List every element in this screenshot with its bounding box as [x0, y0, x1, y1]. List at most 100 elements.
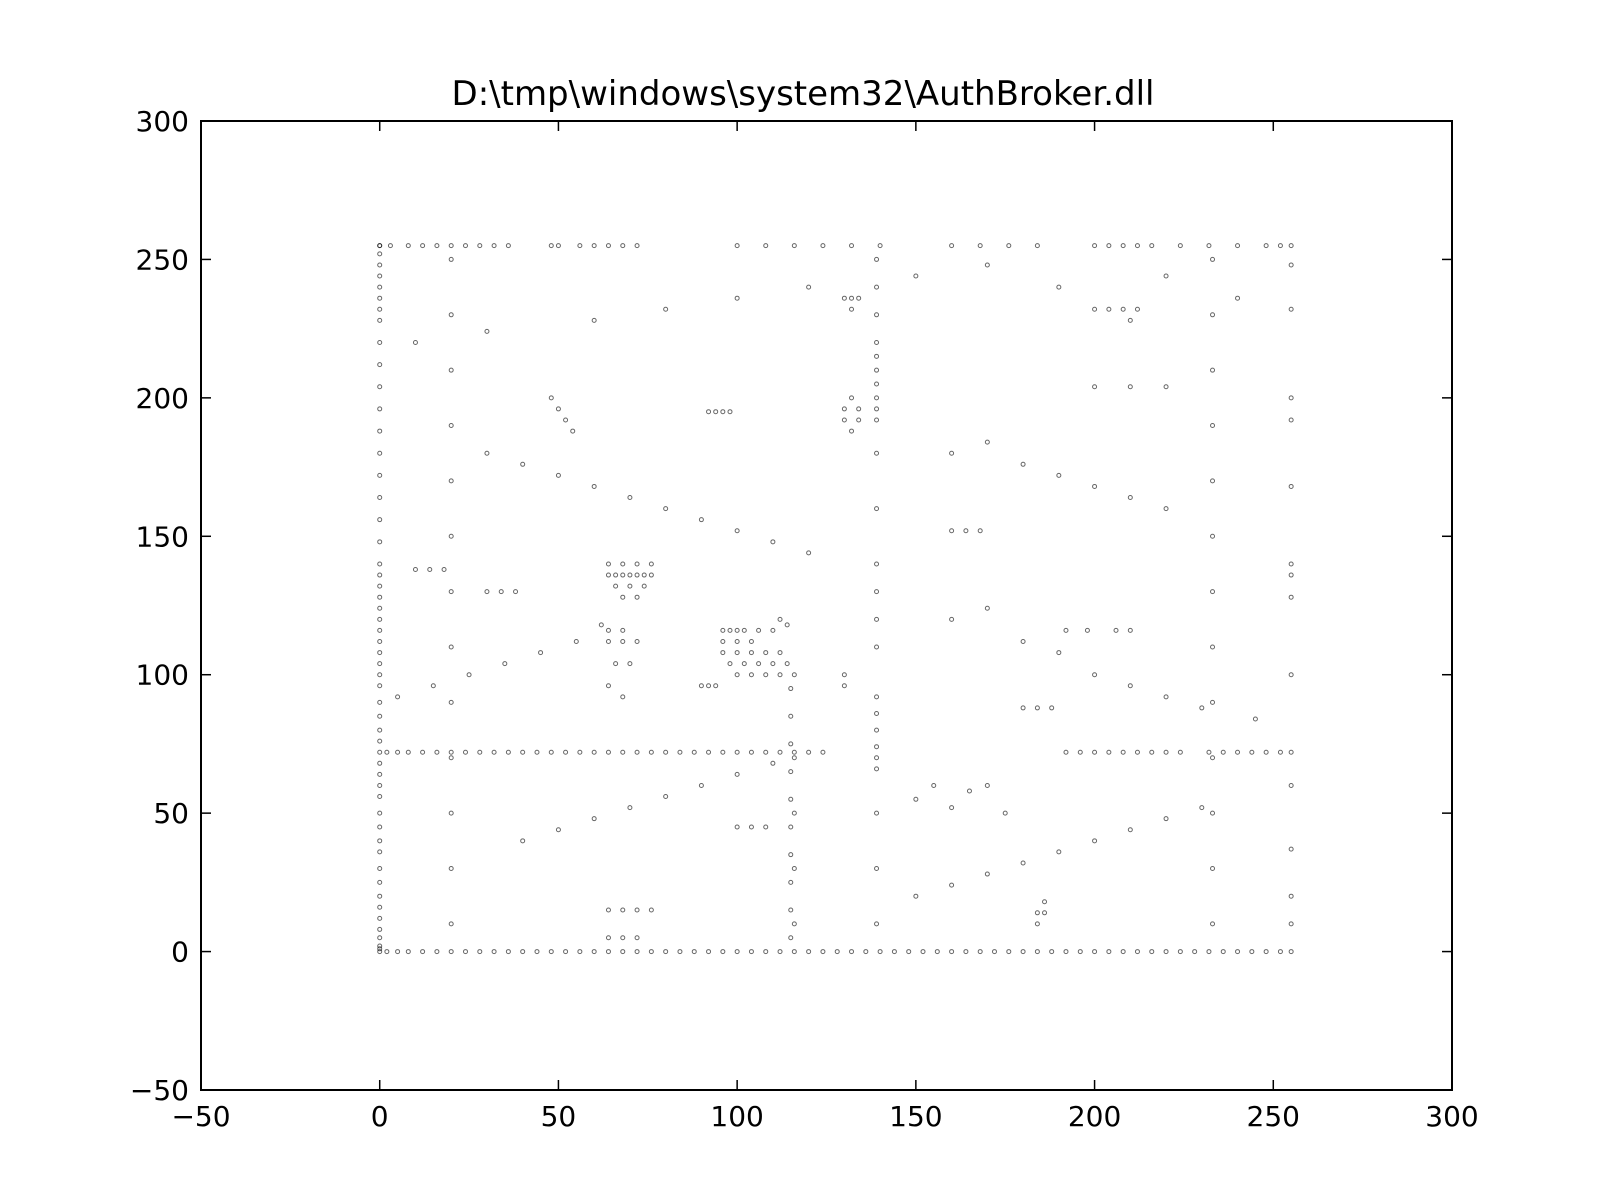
scatter-point — [663, 506, 669, 512]
scatter-point — [748, 638, 754, 644]
scatter-point — [963, 528, 969, 534]
scatter-point — [434, 949, 440, 955]
scatter-point — [874, 727, 880, 733]
scatter-point — [1134, 749, 1140, 755]
scatter-point — [949, 528, 955, 534]
scatter-point — [441, 567, 447, 573]
scatter-point — [420, 949, 426, 955]
scatter-point — [984, 605, 990, 611]
scatter-point — [477, 949, 483, 955]
scatter-point — [1288, 572, 1294, 578]
scatter-point — [1020, 638, 1026, 644]
scatter-point — [1288, 483, 1294, 489]
scatter-point — [913, 273, 919, 279]
scatter-point — [706, 409, 712, 415]
scatter-point — [874, 339, 880, 345]
scatter-point — [1149, 749, 1155, 755]
scatter-point — [605, 683, 611, 689]
scatter-point — [377, 904, 383, 910]
scatter-point — [763, 749, 769, 755]
scatter-point — [1163, 949, 1169, 955]
scatter-point — [788, 824, 794, 830]
scatter-point — [1049, 949, 1055, 955]
scatter-point — [706, 749, 712, 755]
scatter-point — [1177, 749, 1183, 755]
scatter-point — [791, 755, 797, 761]
scatter-point — [1288, 243, 1294, 249]
scatter-point — [1042, 910, 1048, 916]
scatter-point — [820, 749, 826, 755]
scatter-point — [663, 949, 669, 955]
scatter-point — [505, 243, 511, 249]
scatter-point — [949, 450, 955, 456]
scatter-point — [1006, 243, 1012, 249]
scatter-point — [520, 749, 526, 755]
scatter-point — [874, 406, 880, 412]
scatter-point — [520, 949, 526, 955]
scatter-point — [1210, 533, 1216, 539]
scatter-point — [1210, 367, 1216, 373]
scatter-point — [448, 256, 454, 262]
scatter-point — [534, 949, 540, 955]
scatter-point — [874, 810, 880, 816]
y-tick-label: 100 — [136, 659, 189, 692]
scatter-point — [384, 749, 390, 755]
scatter-point — [1288, 561, 1294, 567]
scatter-point — [377, 450, 383, 456]
scatter-point — [788, 907, 794, 913]
scatter-point — [763, 949, 769, 955]
scatter-point — [1277, 749, 1283, 755]
scatter-point — [1163, 273, 1169, 279]
scatter-point — [906, 949, 912, 955]
scatter-point — [627, 572, 633, 578]
scatter-point — [377, 616, 383, 622]
scatter-point — [806, 550, 812, 556]
scatter-point — [613, 572, 619, 578]
scatter-point — [734, 672, 740, 678]
scatter-point — [448, 755, 454, 761]
scatter-point — [1288, 306, 1294, 312]
scatter-point — [934, 949, 940, 955]
scatter-point — [1134, 243, 1140, 249]
scatter-point — [874, 367, 880, 373]
scatter-point — [1210, 589, 1216, 595]
scatter-point — [748, 672, 754, 678]
scatter-point — [648, 572, 654, 578]
scatter-point — [1210, 755, 1216, 761]
scatter-point — [734, 627, 740, 633]
scatter-point — [1063, 749, 1069, 755]
scatter-point — [548, 243, 554, 249]
scatter-point — [770, 539, 776, 545]
scatter-point — [1034, 921, 1040, 927]
scatter-point — [877, 949, 883, 955]
scatter-point — [1199, 705, 1205, 711]
scatter-point — [1177, 243, 1183, 249]
y-tick-label: 250 — [136, 243, 189, 276]
scatter-point — [1199, 805, 1205, 811]
scatter-point — [420, 243, 426, 249]
scatter-point — [1092, 949, 1098, 955]
scatter-point — [627, 583, 633, 589]
scatter-point — [605, 935, 611, 941]
scatter-point — [1288, 893, 1294, 899]
scatter-point — [1106, 243, 1112, 249]
scatter-point — [538, 650, 544, 656]
scatter-point — [1288, 262, 1294, 268]
scatter-point — [648, 907, 654, 913]
scatter-point — [698, 782, 704, 788]
scatter-point — [841, 295, 847, 301]
scatter-point — [698, 517, 704, 523]
scatter-point — [1127, 627, 1133, 633]
scatter-point — [377, 683, 383, 689]
scatter-point — [448, 533, 454, 539]
scatter-point — [377, 517, 383, 523]
scatter-point — [727, 661, 733, 667]
scatter-point — [931, 782, 937, 788]
scatter-point — [563, 949, 569, 955]
scatter-point — [1034, 949, 1040, 955]
scatter-point — [1288, 672, 1294, 678]
y-tick-label: 150 — [136, 520, 189, 553]
plot-frame — [200, 120, 1453, 1091]
scatter-point — [1127, 317, 1133, 323]
scatter-point — [1127, 384, 1133, 390]
